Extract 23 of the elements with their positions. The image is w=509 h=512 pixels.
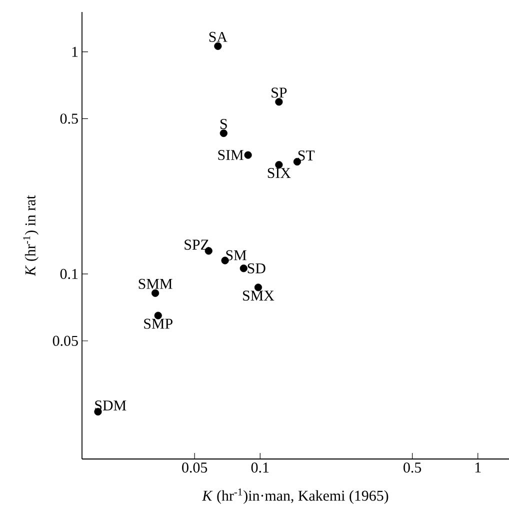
x-tick-label: 0.1 — [251, 462, 269, 473]
annotation: SMX — [243, 290, 274, 301]
annotation: SD — [248, 263, 266, 274]
x-tick-label: 1 — [475, 462, 481, 472]
y-tick-label: 1 — [72, 46, 78, 57]
y-tick-label: 0.1 — [60, 268, 78, 280]
annotation: SMM — [138, 278, 172, 289]
annotation: SDM — [95, 400, 126, 410]
x-tick-label: 0.5 — [404, 462, 422, 473]
y-tick-label: 0.5 — [60, 114, 78, 124]
annotation: SMP — [144, 318, 172, 329]
x-tick-label: 0.05 — [182, 462, 208, 473]
annotation: SP — [272, 88, 287, 98]
annotation: SIM — [218, 150, 244, 160]
y-axis-title: K (hr$^{-1}$) in rat — [23, 195, 38, 276]
x-axis-title: K (hr$^{-1}$)in·man, Kakemi (1965) — [202, 488, 388, 504]
y-tick-label: 0.05 — [52, 336, 78, 346]
annotation: SIX — [268, 168, 291, 178]
annotation: SA — [209, 32, 228, 42]
annotation: S — [220, 118, 227, 130]
annotation: SM — [226, 250, 246, 260]
annotation: ST — [298, 150, 315, 161]
annotation: SPZ — [184, 240, 209, 250]
